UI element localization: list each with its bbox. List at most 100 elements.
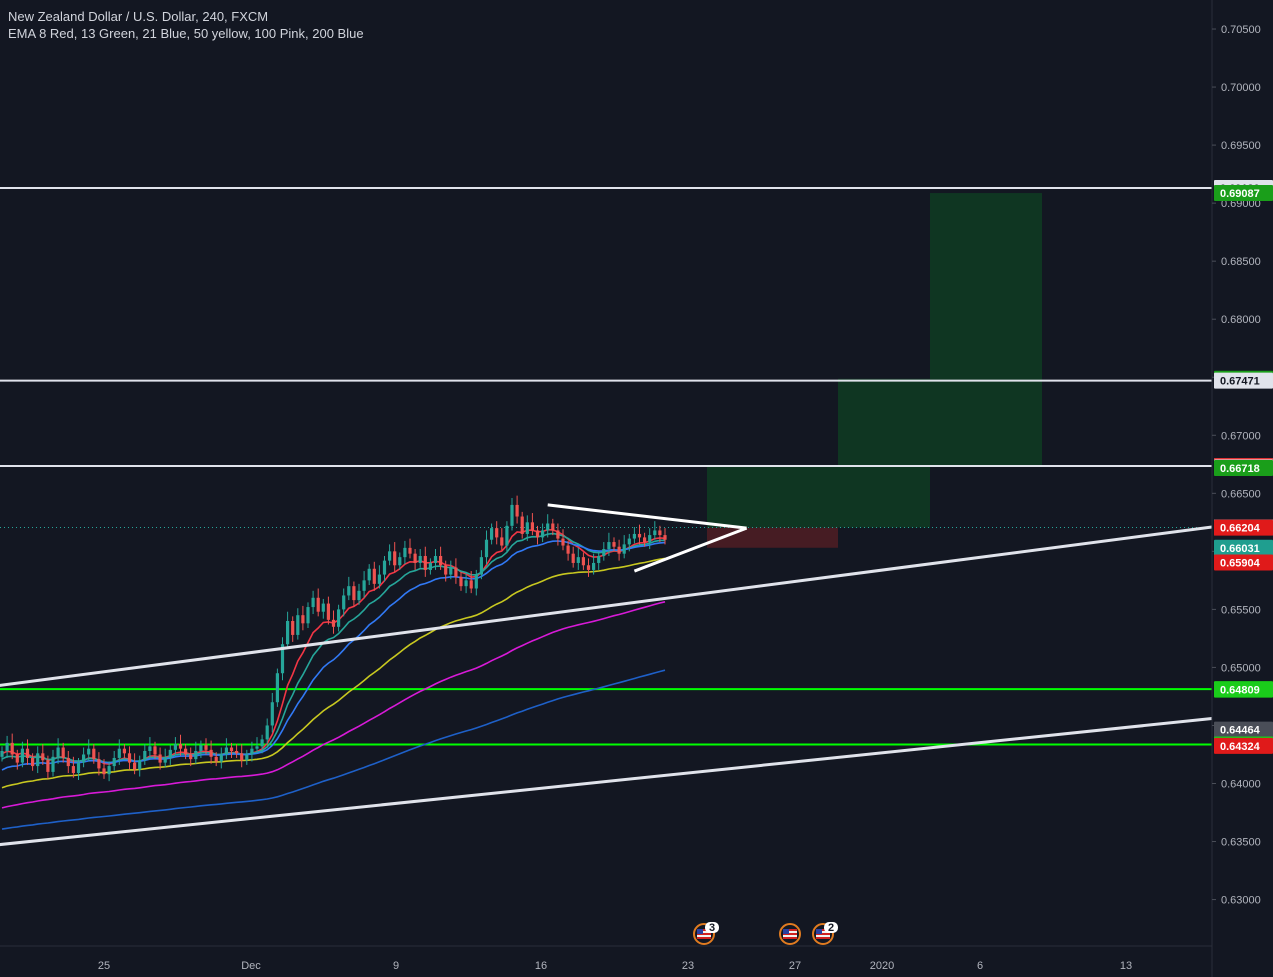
candle-body (133, 762, 137, 770)
candle-body (658, 530, 662, 536)
horizontal-levels (0, 187, 1212, 746)
candle-body (372, 568, 376, 584)
price-badge-label: 0.65904 (1220, 557, 1261, 569)
price-tick-label: 0.65500 (1221, 604, 1261, 616)
price-badge (1214, 519, 1273, 536)
date-tick-label: 27 (789, 960, 801, 972)
date-tick-label: 16 (535, 960, 547, 972)
candle-body (178, 744, 183, 749)
candle-body (117, 748, 121, 758)
candle-body (250, 748, 254, 755)
candle-body (291, 620, 295, 635)
candle-body (612, 542, 616, 547)
candle-body (199, 745, 203, 751)
trend-line (547, 503, 747, 530)
candle-body (189, 754, 193, 760)
candle-body (597, 555, 601, 563)
candle-body (194, 750, 198, 760)
price-badges: 0.691300.690870.674870.674710.667350.667… (1214, 180, 1273, 754)
target-zone (838, 378, 930, 467)
candle-body (408, 547, 412, 554)
candle-body (265, 725, 269, 740)
price-tick-label: 0.63000 (1221, 895, 1261, 907)
candle-body (46, 760, 50, 772)
candle-body (474, 574, 478, 589)
date-tick-label: Dec (241, 960, 261, 972)
trend-lines (0, 503, 1213, 847)
candle-body (581, 557, 585, 566)
flag-stripe (816, 937, 830, 939)
candle-body (229, 747, 234, 751)
candle-body (5, 742, 9, 751)
candle-body (490, 528, 494, 540)
candle-body (342, 595, 346, 610)
candles (0, 495, 667, 782)
candle-body (56, 747, 60, 757)
candle-body (592, 562, 596, 570)
candle-body (520, 516, 524, 534)
candle-body (357, 590, 361, 601)
price-badge-label: 0.67471 (1220, 376, 1260, 388)
candle-body (505, 525, 509, 546)
chart-legend: New Zealand Dollar / U.S. Dollar, 240, F… (8, 8, 364, 42)
candle-body (31, 757, 35, 767)
candle-body (637, 533, 642, 538)
economic-event-icon: 2 (812, 922, 838, 945)
candle-body (311, 597, 315, 608)
candle-body (306, 607, 310, 624)
price-badge-label: 0.66031 (1220, 543, 1260, 555)
candle-body (479, 557, 483, 575)
candle-body (107, 766, 111, 775)
candle-body (209, 749, 213, 757)
candle-body (301, 615, 305, 624)
candle-body (535, 530, 540, 538)
trend-line (633, 526, 748, 573)
flag-canton (783, 929, 789, 934)
candle-body (51, 756, 55, 772)
candle-body (168, 749, 172, 758)
candle-body (541, 530, 545, 538)
candle-body (449, 567, 453, 575)
candle-body (331, 619, 336, 627)
ema-line-100 (1, 601, 666, 809)
candle-body (255, 746, 259, 749)
ema-lines (1, 528, 666, 830)
price-badge-label: 0.64324 (1220, 741, 1261, 753)
candle-body (280, 644, 285, 674)
price-tick-label: 0.68500 (1221, 256, 1261, 268)
price-badge-label: 0.64464 (1220, 725, 1261, 737)
price-tick-label: 0.69500 (1221, 140, 1261, 152)
price-tick-label: 0.63500 (1221, 837, 1261, 849)
candle-body (286, 620, 290, 645)
date-tick-label: 9 (393, 960, 399, 972)
price-axis: 0.70500 0.70000 0.69500 0.69000 0.68500 0.680… (1211, 0, 1261, 977)
flag-stripe (783, 929, 797, 931)
candle-body (71, 766, 75, 774)
event-count-label: 3 (709, 922, 715, 934)
flag-stripe (783, 933, 797, 935)
candle-body (0, 750, 4, 757)
event-count-label: 2 (828, 922, 834, 934)
candle-body (92, 748, 96, 760)
flag-stripe (697, 933, 711, 935)
price-badge (1214, 460, 1273, 477)
symbol-title: New Zealand Dollar / U.S. Dollar, 240, F… (8, 9, 269, 24)
price-tick-label: 0.66500 (1221, 488, 1261, 500)
candle-body (510, 504, 514, 526)
time-axis: 25 Dec 9 16 23 27 2020 6 13 (0, 945, 1212, 972)
position-boxes (707, 193, 1042, 548)
price-badge (1214, 539, 1273, 556)
candle-body (260, 739, 264, 747)
candle-body (352, 586, 356, 601)
candle-body (184, 748, 188, 755)
price-tick-label: 0.69000 (1221, 198, 1261, 210)
candle-body (296, 615, 300, 635)
candle-body (153, 746, 157, 755)
candle-body (648, 535, 652, 543)
candle-body (76, 762, 81, 774)
date-tick-label: 13 (1120, 960, 1132, 972)
candle-body (398, 557, 402, 566)
date-tick-label: 23 (682, 960, 694, 972)
candle-body (515, 504, 519, 517)
